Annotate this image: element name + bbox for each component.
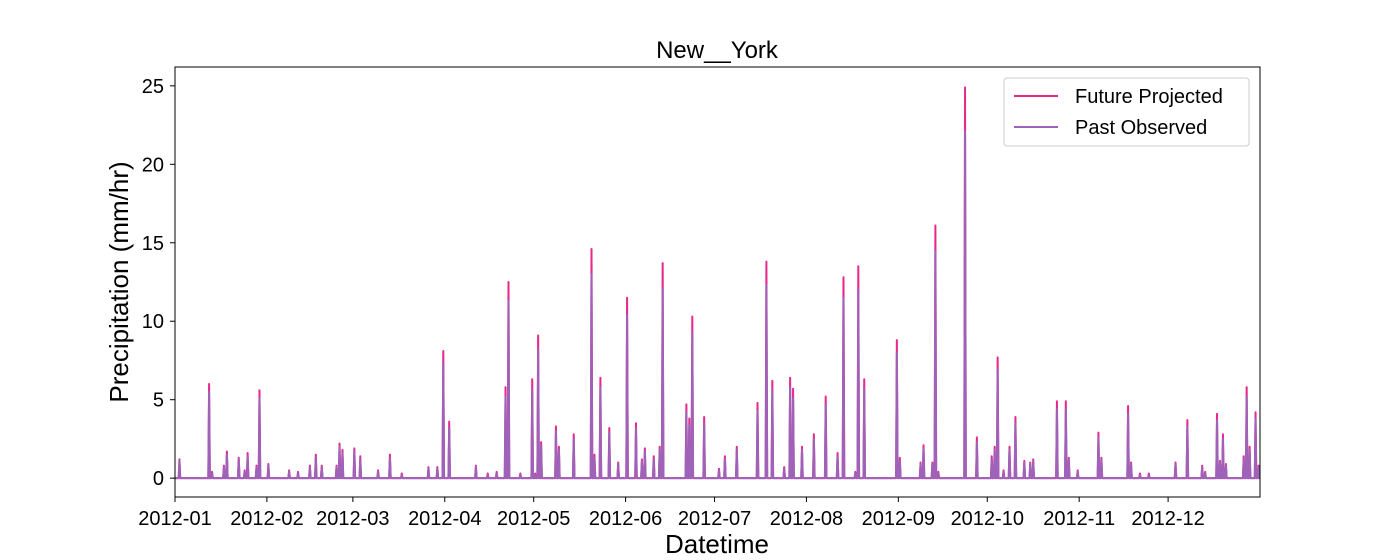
y-axis-label: Precipitation (mm/hr) [104, 161, 134, 402]
series-line-past-observed [175, 130, 1260, 480]
x-tick-label: 2012-08 [770, 508, 843, 530]
y-tick-label: 15 [142, 233, 164, 255]
y-tick-label: 0 [153, 468, 164, 490]
legend-box [1003, 77, 1250, 147]
x-tick-label: 2012-05 [497, 508, 570, 530]
x-tick-label: 2012-04 [408, 508, 481, 530]
x-axis-label: Datetime [665, 529, 769, 559]
x-tick-label: 2012-09 [862, 508, 935, 530]
x-tick-label: 2012-02 [230, 508, 303, 530]
x-tick-label: 2012-12 [1131, 508, 1204, 530]
legend-label-past-observed: Past Observed [1075, 117, 1207, 139]
legend-label-future-projected: Future Projected [1075, 86, 1223, 108]
y-tick-label: 10 [142, 311, 164, 333]
chart-title: New__York [656, 37, 779, 64]
x-tick-label: 2012-01 [138, 508, 211, 530]
x-axis: 2012-01 2012-02 2012-03 2012-04 2012-05 2012-… [138, 497, 1205, 530]
series-layer [175, 86, 1260, 480]
y-axis: 0 5 10 15 20 25 [142, 76, 175, 490]
x-tick-label: 2012-11 [1043, 508, 1115, 530]
x-tick-label: 2012-07 [678, 508, 751, 530]
x-tick-label: 2012-10 [951, 508, 1024, 530]
y-tick-label: 20 [142, 154, 164, 176]
x-tick-label: 2012-06 [589, 508, 662, 530]
y-tick-label: 5 [153, 390, 164, 412]
y-tick-label: 25 [142, 76, 164, 98]
plot-frame [174, 66, 1261, 498]
x-tick-label: 2012-03 [316, 508, 389, 530]
legend: Future Projected Past Observed [1003, 77, 1250, 147]
